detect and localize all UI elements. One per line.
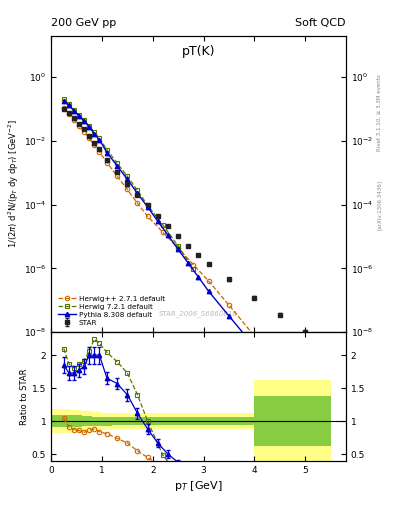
Herwig 7.2.1 default — [115, 160, 119, 166]
Pythia 8.308 default — [186, 260, 191, 266]
Herwig++ 2.7.1 default — [227, 302, 231, 308]
Legend: Herwig++ 2.7.1 default, Herwig 7.2.1 default, Pythia 8.308 default, STAR: Herwig++ 2.7.1 default, Herwig 7.2.1 def… — [55, 293, 167, 328]
Line: Herwig++ 2.7.1 default: Herwig++ 2.7.1 default — [62, 106, 333, 446]
Pythia 8.308 default — [165, 232, 170, 238]
Herwig++ 2.7.1 default — [125, 186, 130, 193]
Herwig++ 2.7.1 default — [105, 159, 109, 165]
Pythia 8.308 default — [196, 274, 201, 280]
Y-axis label: 1/(2$\pi$) d$^2$N/(p$_T$ dy dp$_T$) [GeV$^{-2}$]: 1/(2$\pi$) d$^2$N/(p$_T$ dy dp$_T$) [GeV… — [7, 119, 21, 248]
Pythia 8.308 default — [82, 118, 86, 124]
Pythia 8.308 default — [135, 190, 140, 197]
Herwig++ 2.7.1 default — [97, 148, 102, 155]
Herwig 7.2.1 default — [105, 146, 109, 153]
Pythia 8.308 default — [227, 313, 231, 319]
Herwig++ 2.7.1 default — [115, 173, 119, 179]
Pythia 8.308 default — [87, 123, 92, 130]
Y-axis label: Ratio to STAR: Ratio to STAR — [20, 368, 29, 424]
Herwig 7.2.1 default — [61, 96, 66, 102]
Text: pT(K): pT(K) — [182, 45, 215, 58]
Herwig++ 2.7.1 default — [135, 200, 140, 206]
Herwig 7.2.1 default — [87, 123, 92, 130]
Herwig++ 2.7.1 default — [160, 229, 165, 236]
Herwig++ 2.7.1 default — [66, 112, 71, 118]
Herwig 7.2.1 default — [125, 173, 130, 179]
Pythia 8.308 default — [72, 108, 76, 114]
Herwig++ 2.7.1 default — [72, 117, 76, 123]
Pythia 8.308 default — [77, 113, 81, 119]
Line: Herwig 7.2.1 default: Herwig 7.2.1 default — [62, 97, 196, 271]
Pythia 8.308 default — [61, 97, 66, 103]
Pythia 8.308 default — [206, 288, 211, 294]
Pythia 8.308 default — [303, 409, 308, 415]
Herwig 7.2.1 default — [160, 222, 165, 228]
Herwig++ 2.7.1 default — [145, 213, 150, 219]
Pythia 8.308 default — [277, 375, 282, 381]
Text: Soft QCD: Soft QCD — [296, 18, 346, 28]
Herwig 7.2.1 default — [82, 117, 86, 123]
Line: Pythia 8.308 default: Pythia 8.308 default — [62, 98, 307, 415]
Herwig++ 2.7.1 default — [61, 105, 66, 112]
Herwig++ 2.7.1 default — [206, 278, 211, 284]
Pythia 8.308 default — [105, 150, 109, 156]
Herwig++ 2.7.1 default — [92, 142, 97, 148]
Herwig 7.2.1 default — [66, 101, 71, 108]
Herwig 7.2.1 default — [72, 107, 76, 113]
Herwig++ 2.7.1 default — [303, 402, 308, 409]
Herwig 7.2.1 default — [145, 202, 150, 208]
Herwig++ 2.7.1 default — [191, 262, 196, 268]
Pythia 8.308 default — [66, 102, 71, 109]
Herwig 7.2.1 default — [191, 266, 196, 272]
Herwig++ 2.7.1 default — [82, 129, 86, 135]
Pythia 8.308 default — [92, 131, 97, 137]
Pythia 8.308 default — [145, 204, 150, 210]
Pythia 8.308 default — [125, 176, 130, 182]
Pythia 8.308 default — [115, 163, 119, 169]
Herwig++ 2.7.1 default — [328, 441, 333, 447]
Text: [arXiv:1306.3436]: [arXiv:1306.3436] — [377, 180, 382, 230]
Herwig 7.2.1 default — [97, 135, 102, 141]
Herwig 7.2.1 default — [92, 129, 97, 135]
Pythia 8.308 default — [97, 137, 102, 143]
Pythia 8.308 default — [252, 344, 257, 350]
X-axis label: p$_T$ [GeV]: p$_T$ [GeV] — [174, 479, 223, 493]
Herwig 7.2.1 default — [176, 243, 180, 249]
Text: STAR_2006_S6860818: STAR_2006_S6860818 — [159, 310, 238, 317]
Herwig++ 2.7.1 default — [277, 366, 282, 372]
Text: 200 GeV pp: 200 GeV pp — [51, 18, 116, 28]
Herwig++ 2.7.1 default — [252, 333, 257, 339]
Text: Rivet 3.1.10, ≥ 3.3M events: Rivet 3.1.10, ≥ 3.3M events — [377, 74, 382, 151]
Herwig++ 2.7.1 default — [77, 123, 81, 129]
Herwig 7.2.1 default — [135, 187, 140, 194]
Herwig 7.2.1 default — [77, 112, 81, 118]
Herwig++ 2.7.1 default — [176, 245, 180, 251]
Pythia 8.308 default — [156, 218, 160, 224]
Herwig++ 2.7.1 default — [87, 135, 92, 141]
Pythia 8.308 default — [176, 246, 180, 252]
